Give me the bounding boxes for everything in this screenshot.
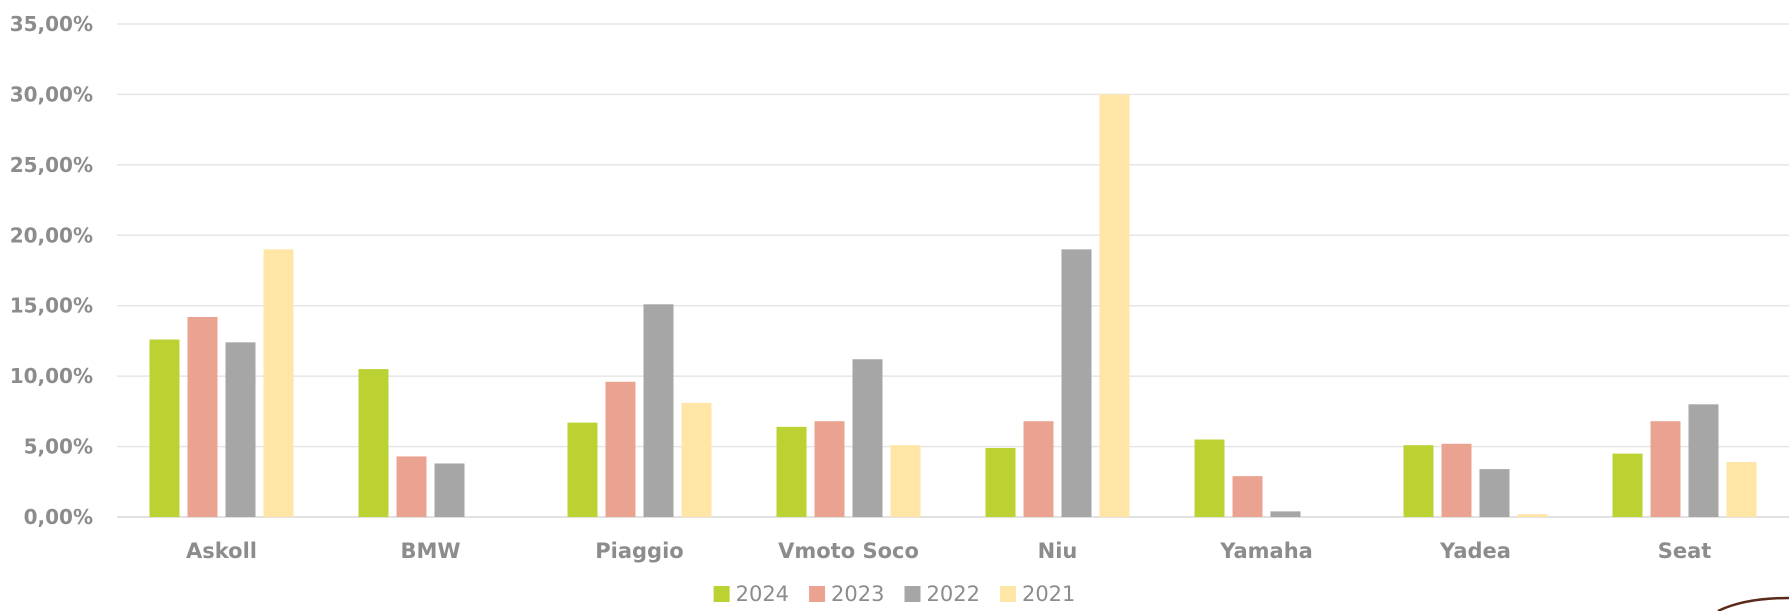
x-tick-label-askoll: Askoll xyxy=(186,539,257,563)
y-tick-label: 0,00% xyxy=(24,505,93,529)
bar-vmoto-soco-2023 xyxy=(814,421,845,517)
bar-vmoto-soco-2022 xyxy=(852,359,883,517)
x-axis: Askoll BMW Piaggio Vmoto Soco Niu Yamaha Yadea… xyxy=(186,539,1711,563)
bar-piaggio-2023 xyxy=(605,381,636,517)
bar-niu-2022 xyxy=(1061,249,1092,517)
bar-niu-2021 xyxy=(1099,94,1130,517)
x-tick-label-piaggio: Piaggio xyxy=(595,539,683,563)
bar-vmoto-soco-2021 xyxy=(890,445,921,517)
legend-swatch-2024 xyxy=(713,586,730,602)
bar-yadea-2023 xyxy=(1441,443,1472,517)
legend: 2024 2023 2022 2021 xyxy=(713,582,1075,606)
bar-yadea-2024 xyxy=(1403,445,1434,517)
bar-yamaha-2023 xyxy=(1232,476,1263,517)
x-tick-label-niu: Niu xyxy=(1038,539,1078,563)
bar-askoll-2022 xyxy=(225,342,256,517)
bar-seat-2021 xyxy=(1726,462,1757,517)
legend-label-2023: 2023 xyxy=(831,582,884,606)
y-tick-label: 15,00% xyxy=(10,294,93,318)
bar-yadea-2022 xyxy=(1479,469,1510,517)
legend-label-2021: 2021 xyxy=(1022,582,1075,606)
y-tick-label: 10,00% xyxy=(10,364,93,388)
x-tick-label-vmoto-soco: Vmoto Soco xyxy=(778,539,919,563)
legend-swatch-2021 xyxy=(999,586,1016,602)
bar-piaggio-2024 xyxy=(567,422,598,517)
bars xyxy=(149,94,1757,517)
y-tick-label: 25,00% xyxy=(10,153,93,177)
bar-piaggio-2022 xyxy=(643,304,674,517)
bar-niu-2023 xyxy=(1023,421,1054,517)
bar-yadea-2021 xyxy=(1517,514,1548,517)
y-axis: 0,00% 5,00% 10,00% 15,00% 20,00% 25,00% 30,00%… xyxy=(10,12,93,529)
bar-askoll-2024 xyxy=(149,339,180,517)
bar-seat-2023 xyxy=(1650,421,1681,517)
y-tick-label: 20,00% xyxy=(10,223,93,247)
x-tick-label-bmw: BMW xyxy=(400,539,460,563)
bar-askoll-2021 xyxy=(263,249,294,517)
legend-swatch-2022 xyxy=(904,586,921,602)
bar-vmoto-soco-2024 xyxy=(776,426,807,517)
bar-piaggio-2021 xyxy=(681,402,712,517)
x-tick-label-yamaha: Yamaha xyxy=(1219,539,1313,563)
x-tick-label-yadea: Yadea xyxy=(1439,539,1511,563)
legend-label-2022: 2022 xyxy=(927,582,980,606)
bar-yamaha-2024 xyxy=(1194,439,1225,517)
bar-niu-2024 xyxy=(985,447,1016,517)
legend-label-2024: 2024 xyxy=(736,582,789,606)
bar-bmw-2022 xyxy=(434,463,465,517)
grid-layer xyxy=(117,23,1789,518)
y-tick-label: 35,00% xyxy=(10,12,93,36)
bar-seat-2022 xyxy=(1688,404,1719,517)
x-tick-label-seat: Seat xyxy=(1658,539,1712,563)
legend-swatch-2023 xyxy=(809,586,826,602)
bar-askoll-2023 xyxy=(187,316,218,517)
bar-yamaha-2022 xyxy=(1270,511,1301,517)
logo-fragment xyxy=(1717,596,1789,613)
bar-bmw-2024 xyxy=(358,369,389,517)
bar-seat-2024 xyxy=(1612,453,1643,517)
y-tick-label: 30,00% xyxy=(10,82,93,106)
y-tick-label: 5,00% xyxy=(24,435,93,459)
bar-bmw-2023 xyxy=(396,456,427,517)
